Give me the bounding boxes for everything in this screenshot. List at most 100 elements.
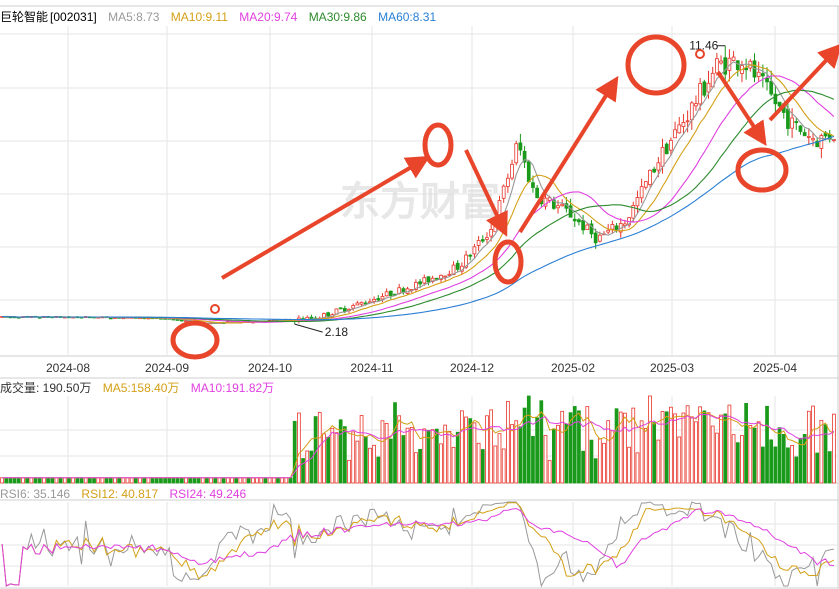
candle-body xyxy=(765,77,769,83)
volume-bar xyxy=(748,424,753,484)
candle-body xyxy=(677,124,682,134)
volume-bar xyxy=(142,477,147,484)
volume-bar xyxy=(276,477,280,484)
volume-bar xyxy=(439,443,443,484)
candle-body xyxy=(648,169,652,185)
trend-arrow xyxy=(768,43,839,122)
volume-bar xyxy=(4,477,9,484)
candle-body xyxy=(798,125,803,132)
candle-body xyxy=(472,246,477,255)
volume-bar xyxy=(347,459,351,484)
candle-body xyxy=(744,67,748,71)
candle-body xyxy=(514,143,519,164)
candle-body xyxy=(493,221,498,233)
volume-bar xyxy=(100,477,105,484)
volume-bar xyxy=(568,412,573,484)
volume-bar xyxy=(777,427,782,484)
volume-bar xyxy=(798,437,803,484)
volume-bar xyxy=(138,477,142,484)
volume-bar xyxy=(556,424,560,484)
volume-bar xyxy=(209,477,213,484)
candle-body xyxy=(426,276,431,283)
volume-bar xyxy=(460,410,464,484)
candle-body xyxy=(451,264,456,276)
low-price-label: 2.18 xyxy=(325,325,349,339)
volume-bar xyxy=(802,434,807,484)
volume-bar xyxy=(543,435,548,484)
trend-arrow xyxy=(220,155,431,280)
candle-body xyxy=(698,82,703,105)
volume-bar xyxy=(685,405,690,484)
candle-body xyxy=(802,132,807,137)
volume-bar xyxy=(806,410,811,484)
candle-body xyxy=(464,254,468,268)
candle-body xyxy=(380,296,385,300)
volume-bar xyxy=(811,405,815,484)
volume-bar xyxy=(673,413,677,484)
volume-bar xyxy=(301,458,305,484)
volume-bar xyxy=(706,412,711,484)
volume-bar xyxy=(623,412,627,484)
volume-bar xyxy=(133,477,138,484)
volume-bar xyxy=(368,447,372,484)
candle-body xyxy=(597,234,602,242)
volume-bar xyxy=(113,477,117,484)
volume-bar xyxy=(781,434,786,484)
volume-bar xyxy=(297,412,301,484)
volume-bar xyxy=(572,406,577,484)
volume-bar xyxy=(108,477,113,484)
volume-bar xyxy=(363,436,368,484)
candle-body xyxy=(485,237,489,240)
volume-bar xyxy=(443,424,448,484)
candle-body xyxy=(355,302,360,306)
volume-bar xyxy=(188,477,193,484)
ma5-label: MA5:8.73 xyxy=(108,10,160,24)
candle-body xyxy=(694,103,698,107)
volume-bar xyxy=(506,401,510,484)
volume-bar xyxy=(83,477,88,484)
rsi12-label: RSI12: 40.817 xyxy=(81,487,159,501)
volume-bar xyxy=(125,477,130,484)
volume-bar xyxy=(455,431,460,484)
candle-body xyxy=(673,129,677,139)
x-tick-label: 2024-09 xyxy=(145,361,189,375)
volume-bar xyxy=(42,477,46,484)
candle-body xyxy=(522,150,527,163)
volume-bar xyxy=(756,421,761,484)
candle-body xyxy=(531,182,535,188)
volume-bar xyxy=(50,477,55,484)
volume-bar xyxy=(384,423,389,484)
volume-bar xyxy=(37,477,42,484)
volume-bar xyxy=(305,450,310,484)
candle-body xyxy=(777,101,782,107)
volume-bar xyxy=(773,446,778,484)
rsi6-line xyxy=(1,501,834,588)
candle-body xyxy=(806,136,811,138)
candle-body xyxy=(518,142,523,151)
trend-arrow xyxy=(518,75,619,234)
volume-bar xyxy=(263,477,268,484)
volume-bar xyxy=(769,439,774,484)
volume-bar xyxy=(255,477,259,484)
x-tick-label: 2024-11 xyxy=(350,361,393,375)
volume-bar xyxy=(497,433,502,484)
volume-bar xyxy=(12,477,17,484)
volume-bar xyxy=(167,477,172,484)
volume-bar xyxy=(342,426,347,484)
volume-bar xyxy=(464,416,468,484)
volume-bar xyxy=(397,415,402,484)
volume-bar xyxy=(242,477,247,484)
volume-bar xyxy=(480,449,485,484)
volume-bar xyxy=(372,444,376,484)
candle-body xyxy=(501,185,506,199)
ma30-label: MA30:9.86 xyxy=(308,10,367,24)
volume-bar xyxy=(359,415,364,484)
volume-bar xyxy=(205,477,209,484)
highlight-dot xyxy=(210,304,220,314)
candle-body xyxy=(556,205,560,209)
candle-body xyxy=(414,281,418,290)
volume-bar xyxy=(79,477,84,484)
volume-bar xyxy=(75,477,80,484)
volume-bar xyxy=(0,477,4,484)
volume-bar xyxy=(54,477,59,484)
